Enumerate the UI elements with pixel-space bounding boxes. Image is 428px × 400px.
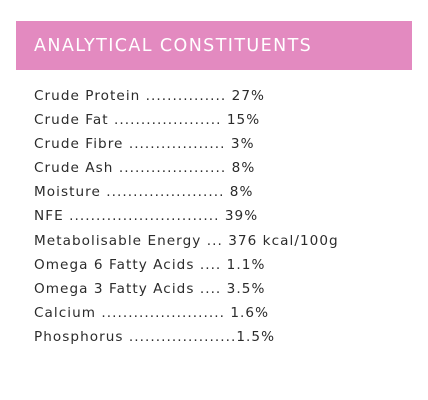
- constituent-row-moisture: Moisture ...................... 8%: [34, 184, 254, 201]
- constituent-row-omega-6: Omega 6 Fatty Acids .... 1.1%: [34, 256, 266, 273]
- constituent-row-crude-fat: Crude Fat .................... 15%: [34, 112, 261, 129]
- constituent-row-omega-3: Omega 3 Fatty Acids .... 3.5%: [34, 280, 266, 297]
- constituent-row-calcium: Calcium ....................... 1.6%: [34, 304, 270, 321]
- constituent-row-crude-protein: Crude Protein ............... 27%: [34, 88, 265, 104]
- section-title: ANALYTICAL CONSTITUENTS: [34, 35, 313, 56]
- constituent-row-metabolisable-energy: Metabolisable Energy ... 376 kcal/100g: [34, 232, 339, 249]
- constituent-row-crude-fibre: Crude Fibre .................. 3%: [34, 136, 255, 153]
- section-header: ANALYTICAL CONSTITUENTS: [16, 21, 412, 70]
- constituent-row-phosphorus: Phosphorus ....................1.5%: [34, 328, 276, 345]
- constituent-row-nfe: NFE ............................ 39%: [34, 208, 259, 225]
- constituents-list: Crude Protein ............... 27% Crude …: [34, 84, 339, 349]
- constituent-row-crude-ash: Crude Ash .................... 8%: [34, 160, 256, 177]
